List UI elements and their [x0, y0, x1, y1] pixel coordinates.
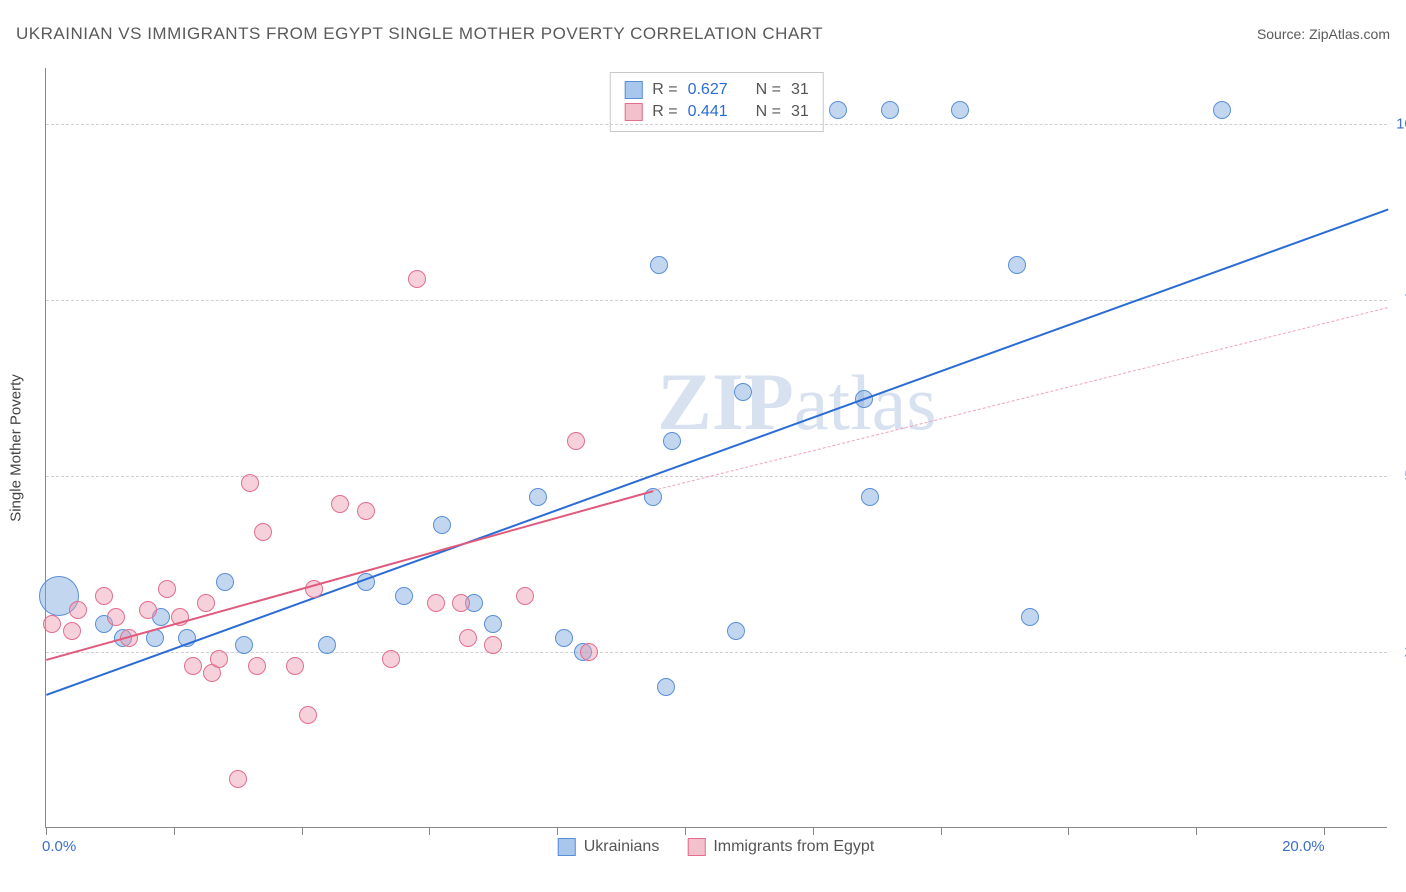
- stat-legend-row: R = 0.627 N = 31: [624, 79, 809, 101]
- stat-n-value: 31: [791, 81, 809, 99]
- x-axis-label: 20.0%: [1282, 838, 1325, 855]
- stat-r-value: 0.441: [688, 103, 728, 121]
- stat-n-label: N =: [756, 103, 781, 121]
- data-point: [861, 488, 879, 506]
- data-point: [331, 495, 349, 513]
- data-point: [484, 636, 502, 654]
- data-point: [567, 432, 585, 450]
- data-point: [254, 523, 272, 541]
- stat-r-value: 0.627: [688, 81, 728, 99]
- data-point: [1021, 608, 1039, 626]
- gridline-h: [46, 300, 1387, 301]
- data-point: [318, 636, 336, 654]
- chart-header: UKRAINIAN VS IMMIGRANTS FROM EGYPT SINGL…: [16, 24, 1390, 44]
- data-point: [580, 643, 598, 661]
- stat-n-value: 31: [791, 103, 809, 121]
- x-tick: [1196, 827, 1197, 835]
- data-point: [395, 587, 413, 605]
- series-legend-item: Immigrants from Egypt: [687, 838, 874, 856]
- data-point: [95, 587, 113, 605]
- legend-swatch: [624, 81, 642, 99]
- data-point: [408, 270, 426, 288]
- data-point: [241, 474, 259, 492]
- x-tick: [429, 827, 430, 835]
- data-point: [727, 622, 745, 640]
- data-point: [650, 256, 668, 274]
- data-point: [1008, 256, 1026, 274]
- data-point: [139, 601, 157, 619]
- legend-swatch: [558, 838, 576, 856]
- data-point: [210, 650, 228, 668]
- data-point: [951, 101, 969, 119]
- data-point: [529, 488, 547, 506]
- data-point: [452, 594, 470, 612]
- gridline-h: [46, 124, 1387, 125]
- data-point: [829, 101, 847, 119]
- data-point: [197, 594, 215, 612]
- data-point: [107, 608, 125, 626]
- x-tick: [557, 827, 558, 835]
- chart-title: UKRAINIAN VS IMMIGRANTS FROM EGYPT SINGL…: [16, 24, 823, 44]
- plot-area: Single Mother Poverty ZIPatlas R =0.627N…: [45, 68, 1387, 828]
- data-point: [516, 587, 534, 605]
- x-tick: [941, 827, 942, 835]
- trend-line: [653, 307, 1388, 491]
- stat-r-label: R =: [652, 103, 677, 121]
- x-tick: [302, 827, 303, 835]
- x-tick: [174, 827, 175, 835]
- data-point: [184, 657, 202, 675]
- data-point: [484, 615, 502, 633]
- data-point: [158, 580, 176, 598]
- stat-legend-row: R = 0.441 N = 31: [624, 101, 809, 123]
- x-axis-label: 0.0%: [42, 838, 76, 855]
- x-tick: [685, 827, 686, 835]
- data-point: [63, 622, 81, 640]
- data-point: [235, 636, 253, 654]
- data-point: [299, 706, 317, 724]
- watermark: ZIPatlas: [657, 355, 937, 449]
- data-point: [1213, 101, 1231, 119]
- x-tick: [813, 827, 814, 835]
- data-point: [433, 516, 451, 534]
- data-point: [216, 573, 234, 591]
- series-legend-label: Immigrants from Egypt: [713, 838, 874, 856]
- data-point: [229, 770, 247, 788]
- x-tick: [1068, 827, 1069, 835]
- series-legend-label: Ukrainians: [584, 838, 660, 856]
- data-point: [427, 594, 445, 612]
- data-point: [43, 615, 61, 633]
- x-tick: [1324, 827, 1325, 835]
- data-point: [357, 502, 375, 520]
- stat-legend: R = 0.627 N = 31 R = 0.441 N = 31: [609, 72, 824, 132]
- chart-source: Source: ZipAtlas.com: [1257, 26, 1390, 42]
- data-point: [657, 678, 675, 696]
- data-point: [881, 101, 899, 119]
- stat-r-label: R =: [652, 81, 677, 99]
- series-legend: Ukrainians Immigrants from Egypt: [558, 838, 875, 856]
- y-axis-title: Single Mother Poverty: [8, 374, 25, 522]
- chart-container: Single Mother Poverty ZIPatlas R =0.627N…: [45, 68, 1387, 828]
- y-axis-label: 100.0%: [1396, 116, 1406, 133]
- data-point: [734, 383, 752, 401]
- data-point: [382, 650, 400, 668]
- legend-swatch: [624, 103, 642, 121]
- data-point: [248, 657, 266, 675]
- trend-line: [46, 209, 1389, 696]
- data-point: [555, 629, 573, 647]
- data-point: [663, 432, 681, 450]
- data-point: [69, 601, 87, 619]
- stat-n-label: N =: [756, 81, 781, 99]
- legend-swatch: [687, 838, 705, 856]
- data-point: [286, 657, 304, 675]
- x-tick: [46, 827, 47, 835]
- series-legend-item: Ukrainians: [558, 838, 660, 856]
- data-point: [459, 629, 477, 647]
